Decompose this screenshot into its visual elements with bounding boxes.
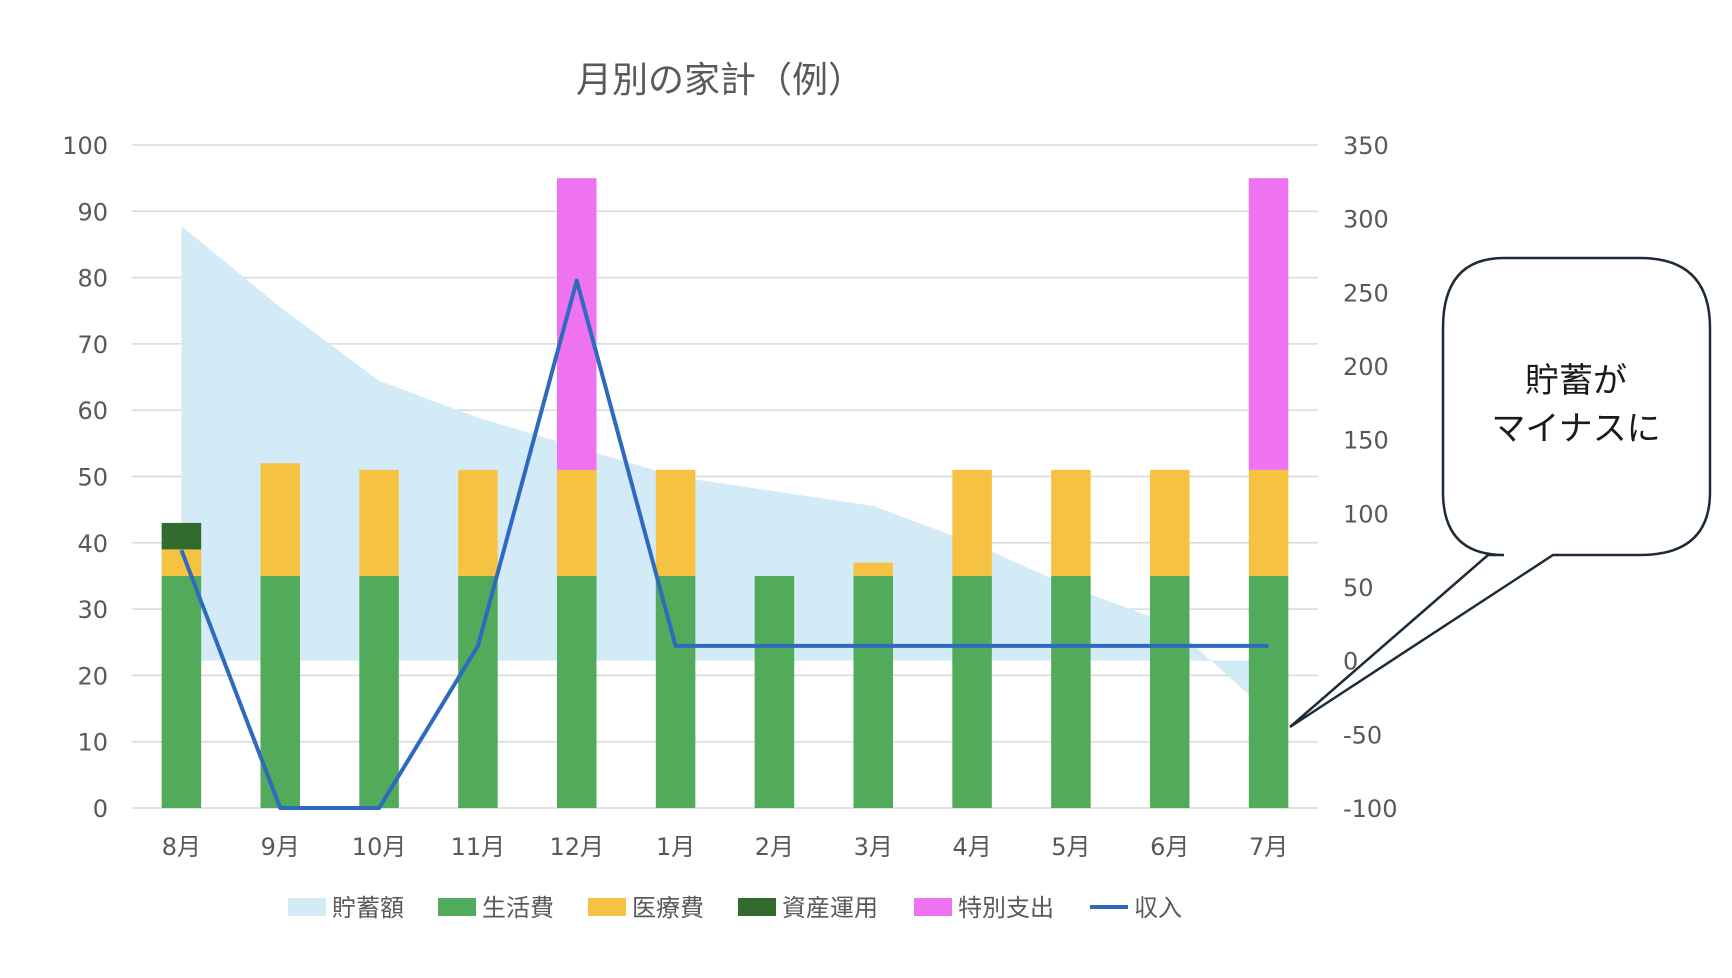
right-axis-ticks: -100 -50 0 50 100 150 200 250 300 350 xyxy=(1343,132,1397,823)
legend-swatch xyxy=(288,898,326,916)
bar-segment-生活費 xyxy=(556,575,597,808)
right-tick-label: 300 xyxy=(1343,206,1389,234)
left-tick-label: 100 xyxy=(62,132,108,160)
left-tick-label: 0 xyxy=(93,795,108,823)
legend-label: 資産運用 xyxy=(782,894,878,922)
x-tick-label: 6月 xyxy=(1150,833,1189,861)
bar-segment-特別支出 xyxy=(556,178,597,470)
bar-segment-医療費 xyxy=(655,469,696,576)
legend: 貯蓄額 生活費 医療費 資産運用 特別支出 収入 xyxy=(288,894,1182,922)
bar-segment-生活費 xyxy=(853,575,894,808)
x-tick-label: 11月 xyxy=(451,833,506,861)
income-line-group xyxy=(179,278,1269,810)
x-tick-label: 7月 xyxy=(1249,833,1288,861)
chart-title: 月別の家計（例） xyxy=(576,60,864,101)
savings-area-shape xyxy=(181,226,1269,713)
bar-segment-医療費 xyxy=(1248,469,1289,576)
x-axis-ticks: 8月 9月 10月 11月 12月 1月 2月 3月 4月 5月 6月 7月 xyxy=(162,833,1288,861)
savings-area xyxy=(181,226,1269,713)
left-tick-label: 50 xyxy=(77,464,108,492)
right-tick-label: 0 xyxy=(1343,648,1358,676)
legend-label: 収入 xyxy=(1134,894,1182,922)
x-tick-label: 9月 xyxy=(261,833,300,861)
bars xyxy=(161,178,1289,808)
legend-swatch xyxy=(914,898,952,916)
legend-swatch xyxy=(438,898,476,916)
bar-segment-生活費 xyxy=(952,575,992,808)
legend-swatch xyxy=(738,898,776,916)
bar-segment-生活費 xyxy=(1248,575,1289,808)
bar-segment-医療費 xyxy=(458,469,498,576)
callout-line-2: マイナスに xyxy=(1491,409,1660,449)
legend-label: 特別支出 xyxy=(958,894,1054,922)
left-tick-label: 60 xyxy=(77,397,108,425)
left-tick-label: 70 xyxy=(77,331,108,359)
bar-segment-医療費 xyxy=(952,469,992,576)
bar-segment-生活費 xyxy=(754,575,795,808)
legend-label: 生活費 xyxy=(482,894,554,922)
bar-segment-医療費 xyxy=(1149,469,1190,576)
x-tick-label: 2月 xyxy=(755,833,794,861)
right-tick-label: 50 xyxy=(1343,574,1374,602)
bar-segment-医療費 xyxy=(260,463,301,576)
left-tick-label: 10 xyxy=(77,729,108,757)
callout: 貯蓄が マイナスに xyxy=(1289,256,1712,729)
legend-label: 医療費 xyxy=(632,894,704,922)
bar-segment-医療費 xyxy=(1051,469,1091,576)
bar-segment-医療費 xyxy=(853,562,894,576)
left-tick-label: 40 xyxy=(77,530,108,558)
right-tick-label: 200 xyxy=(1343,353,1389,381)
bar-segment-生活費 xyxy=(655,575,696,808)
right-tick-label: -50 xyxy=(1343,721,1382,749)
bar-segment-特別支出 xyxy=(1248,178,1289,470)
right-tick-label: -100 xyxy=(1343,795,1397,823)
bar-segment-資産運用 xyxy=(161,522,202,550)
bar-segment-生活費 xyxy=(359,575,399,808)
bar-segment-医療費 xyxy=(556,469,597,576)
left-tick-label: 80 xyxy=(77,265,108,293)
bar-segment-医療費 xyxy=(359,469,399,576)
right-tick-label: 350 xyxy=(1343,132,1389,160)
right-tick-label: 250 xyxy=(1343,279,1389,307)
x-tick-label: 1月 xyxy=(656,833,695,861)
x-tick-label: 4月 xyxy=(952,833,991,861)
left-tick-label: 90 xyxy=(77,198,108,226)
income-line xyxy=(179,278,1269,810)
x-tick-label: 5月 xyxy=(1051,833,1090,861)
left-tick-label: 30 xyxy=(77,596,108,624)
bar-segment-生活費 xyxy=(161,575,202,808)
legend-label: 貯蓄額 xyxy=(332,894,404,922)
right-tick-label: 100 xyxy=(1343,500,1389,528)
x-tick-label: 3月 xyxy=(854,833,893,861)
x-tick-label: 10月 xyxy=(352,833,407,861)
x-tick-label: 12月 xyxy=(549,833,604,861)
callout-bubble xyxy=(1289,256,1712,729)
callout-line-1: 貯蓄が xyxy=(1525,361,1627,401)
bar-segment-生活費 xyxy=(1051,575,1091,808)
bar-segment-生活費 xyxy=(1149,575,1190,808)
bar-segment-生活費 xyxy=(458,575,498,808)
x-tick-label: 8月 xyxy=(162,833,201,861)
right-tick-label: 150 xyxy=(1343,427,1389,455)
legend-swatch xyxy=(588,898,626,916)
left-tick-label: 20 xyxy=(77,662,108,690)
left-axis-ticks: 0 10 20 30 40 50 60 70 80 90 100 xyxy=(62,132,108,823)
